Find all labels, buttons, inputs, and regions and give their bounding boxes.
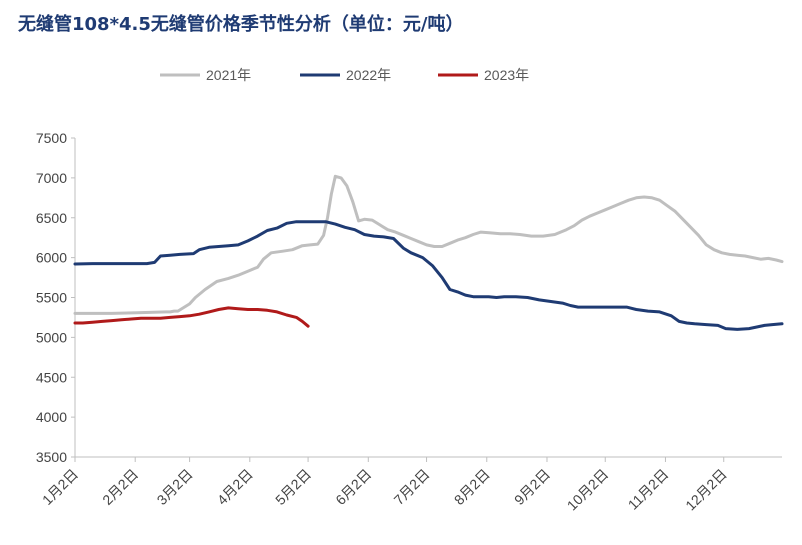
x-tick-label: 7月2日 xyxy=(391,466,433,508)
y-tick-label: 3500 xyxy=(36,449,67,465)
x-tick-label: 9月2日 xyxy=(511,466,553,508)
y-tick-label: 6000 xyxy=(36,250,67,266)
legend-label-1: 2022年 xyxy=(346,67,391,83)
series-line-2 xyxy=(73,306,310,328)
y-tick-label: 7500 xyxy=(36,130,67,146)
y-tick-label: 4500 xyxy=(36,369,67,385)
series-line-0 xyxy=(73,174,784,315)
series-line-1 xyxy=(73,220,784,331)
y-tick-label: 6500 xyxy=(36,210,67,226)
x-tick-label: 4月2日 xyxy=(214,466,256,508)
y-tick-label: 5000 xyxy=(36,329,67,345)
x-tick-label: 10月2日 xyxy=(564,466,612,514)
y-tick-label: 4000 xyxy=(36,409,67,425)
x-tick-label: 2月2日 xyxy=(99,466,141,508)
x-tick-label: 12月2日 xyxy=(682,466,730,514)
chart-title: 无缝管108*4.5无缝管价格季节性分析（单位：元/吨） xyxy=(18,14,464,35)
y-tick-label: 5500 xyxy=(36,290,67,306)
x-tick-label: 3月2日 xyxy=(154,466,196,508)
legend-label-2: 2023年 xyxy=(484,67,529,83)
x-tick-label: 6月2日 xyxy=(332,466,374,508)
x-tick-label: 11月2日 xyxy=(625,466,672,513)
legend-label-0: 2021年 xyxy=(206,67,251,83)
y-tick-label: 7000 xyxy=(36,170,67,186)
x-tick-label: 1月2日 xyxy=(39,466,81,508)
x-tick-label: 5月2日 xyxy=(272,466,314,508)
x-tick-label: 8月2日 xyxy=(451,466,493,508)
